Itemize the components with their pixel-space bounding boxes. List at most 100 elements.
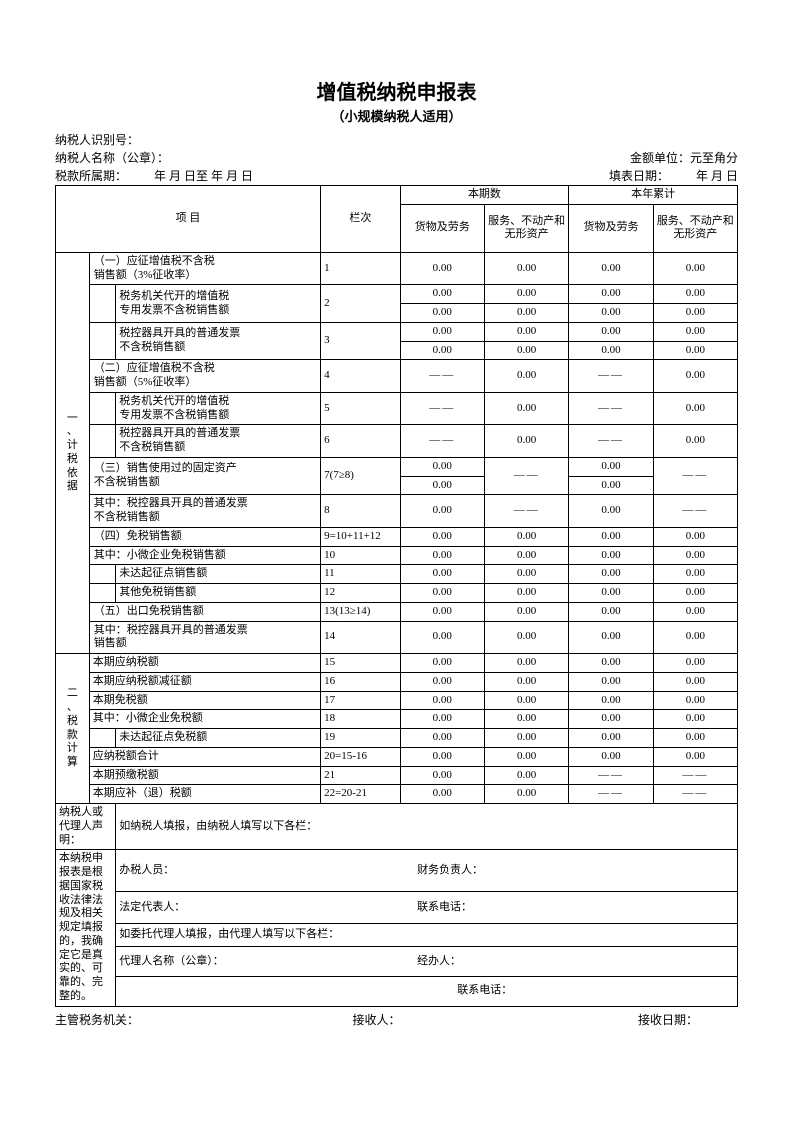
hdr-serv-y: 服务、不动产和无形资产	[653, 204, 737, 252]
decl-agent-phone: 联系电话：	[116, 976, 738, 1006]
table-cell: 0.00	[569, 710, 653, 729]
decl-row-3: 法定代表人： 联系电话：	[56, 892, 738, 924]
table-cell: 0.00	[569, 495, 653, 528]
row-label: 其中：税控器具开具的普通发票 不含税销售额	[89, 495, 320, 528]
col-index: 16	[321, 672, 401, 691]
table-cell: 0.00	[484, 565, 568, 584]
table-cell: 0.00	[400, 476, 484, 495]
table-cell: 0.00	[653, 710, 737, 729]
table-cell: 0.00	[400, 602, 484, 621]
table-cell: 0.00	[653, 691, 737, 710]
table-cell: 0.00	[400, 785, 484, 804]
table-cell: ——	[569, 392, 653, 425]
table-cell: 0.00	[569, 729, 653, 748]
table-cell: 0.00	[484, 584, 568, 603]
col-index: 11	[321, 565, 401, 584]
col-index: 2	[321, 285, 401, 323]
table-cell: 0.00	[653, 584, 737, 603]
taxpayer-name-line: 纳税人名称（公章）：	[55, 149, 169, 167]
indent-cell	[89, 584, 116, 603]
table-cell: 0.00	[400, 457, 484, 476]
row-label: 本期应纳税额减征额	[89, 672, 320, 691]
table-cell: 0.00	[653, 341, 737, 360]
decl-handler-row: 办税人员： 财务负责人：	[116, 850, 738, 892]
indent-cell	[89, 425, 116, 458]
footer-authority: 主管税务机关：	[55, 1011, 269, 1028]
table-cell: 0.00	[569, 546, 653, 565]
col-index: 19	[321, 729, 401, 748]
row-label: 其中：小微企业免税销售额	[89, 546, 320, 565]
decl-row-6: 联系电话：	[56, 976, 738, 1006]
table-cell: ——	[569, 425, 653, 458]
table-cell: 0.00	[400, 341, 484, 360]
table-cell: 0.00	[653, 729, 737, 748]
table-cell: 0.00	[653, 621, 737, 654]
indent-cell	[89, 285, 116, 323]
table-cell: 0.00	[400, 322, 484, 341]
col-index: 10	[321, 546, 401, 565]
header-row-1: 项 目 栏次 本期数 本年累计	[56, 186, 738, 205]
table-row: 税务机关代开的增值税 专用发票不含税销售额20.000.000.000.00	[56, 285, 738, 304]
col-index: 3	[321, 322, 401, 360]
table-cell: 0.00	[569, 285, 653, 304]
table-cell: 0.00	[653, 602, 737, 621]
row-label: 本期应补（退）税额	[89, 785, 320, 804]
table-cell: 0.00	[400, 691, 484, 710]
row-label: 未达起征点销售额	[116, 565, 321, 584]
row-label: （四）免税销售额	[89, 527, 320, 546]
table-cell: 0.00	[569, 654, 653, 673]
table-cell: ——	[400, 392, 484, 425]
table-row: （三）销售使用过的固定资产 不含税销售额7(7≥8)0.00——0.00——	[56, 457, 738, 476]
table-cell: 0.00	[653, 654, 737, 673]
col-index: 17	[321, 691, 401, 710]
table-cell: 0.00	[569, 527, 653, 546]
indent-cell	[89, 392, 116, 425]
decl-row-2: 本纳税申报表是根据国家税收法律法规及相关规定填报的，我确定它是真实的、可靠的、完…	[56, 850, 738, 892]
decl-left-text: 本纳税申报表是根据国家税收法律法规及相关规定填报的，我确定它是真实的、可靠的、完…	[56, 850, 116, 1006]
row-label: 税控器具开具的普通发票 不含税销售额	[116, 425, 321, 458]
table-cell: 0.00	[484, 341, 568, 360]
table-cell: 0.00	[653, 322, 737, 341]
table-cell: 0.00	[569, 584, 653, 603]
table-cell: 0.00	[484, 527, 568, 546]
table-cell: 0.00	[400, 584, 484, 603]
table-cell: ——	[484, 495, 568, 528]
hdr-period: 本期数	[400, 186, 569, 205]
table-cell: 0.00	[569, 672, 653, 691]
table-cell: 0.00	[653, 672, 737, 691]
decl-left-label: 纳税人或代理人声明：	[56, 804, 116, 850]
fill-date: 填表日期： 年 月 日	[609, 167, 738, 185]
taxpayer-id-line: 纳税人识别号：	[55, 131, 738, 149]
table-cell: 0.00	[400, 546, 484, 565]
table-cell: ——	[400, 360, 484, 393]
table-row: 应纳税额合计20=15-160.000.000.000.00	[56, 747, 738, 766]
fill-date-text: 年 月 日	[696, 169, 738, 183]
section-1-label: 一 、 计 税 依 据	[56, 252, 90, 653]
table-cell: ——	[653, 495, 737, 528]
table-cell: 0.00	[569, 747, 653, 766]
table-cell: 0.00	[400, 672, 484, 691]
table-cell: 0.00	[569, 252, 653, 285]
col-index: 4	[321, 360, 401, 393]
table-cell: 0.00	[484, 747, 568, 766]
page: 增值税纳税申报表 （小规模纳税人适用） 纳税人识别号： 纳税人名称（公章）： 金…	[0, 0, 793, 1122]
table-cell: ——	[653, 785, 737, 804]
table-cell: 0.00	[653, 392, 737, 425]
col-index: 22=20-21	[321, 785, 401, 804]
indent-cell	[89, 729, 116, 748]
table-cell: 0.00	[400, 527, 484, 546]
table-row: 未达起征点销售额110.000.000.000.00	[56, 565, 738, 584]
table-cell: 0.00	[484, 546, 568, 565]
table-cell: 0.00	[569, 476, 653, 495]
decl-phone: 联系电话：	[417, 901, 472, 913]
tax-period: 税款所属期： 年 月 日至 年 月 日	[55, 167, 253, 185]
table-row: 本期免税额170.000.000.000.00	[56, 691, 738, 710]
table-cell: 0.00	[653, 425, 737, 458]
table-cell: ——	[653, 766, 737, 785]
table-cell: 0.00	[653, 360, 737, 393]
table-cell: 0.00	[484, 766, 568, 785]
table-cell: 0.00	[569, 457, 653, 476]
decl-fill-agent: 如委托代理人填报，由代理人填写以下各栏：	[116, 924, 738, 947]
amount-unit: 金额单位：元至角分	[630, 149, 738, 167]
decl-row-4: 如委托代理人填报，由代理人填写以下各栏：	[56, 924, 738, 947]
